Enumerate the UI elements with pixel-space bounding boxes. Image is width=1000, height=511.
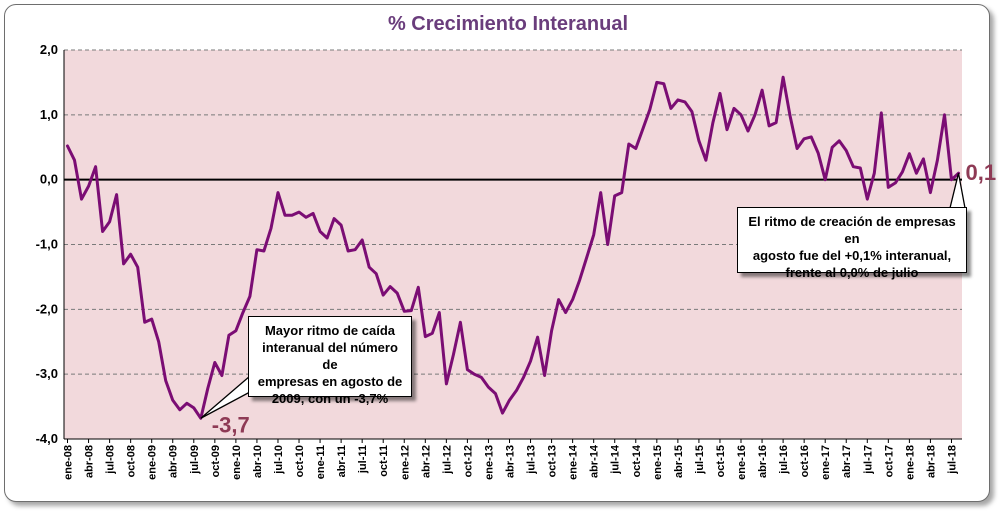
- x-tick-label: oct-11: [378, 445, 390, 477]
- x-tick-label: abr-12: [420, 445, 432, 478]
- x-tick-label: oct-10: [294, 445, 306, 477]
- x-tick-label: ene-14: [568, 444, 580, 480]
- x-tick-label: oct-17: [883, 445, 895, 477]
- callout-latest-growth: El ritmo de creación de empresas en agos…: [737, 207, 967, 280]
- x-tick-label: ene-15: [652, 445, 664, 480]
- x-tick-label: oct-16: [799, 445, 811, 477]
- x-tick-label: abr-10: [252, 445, 264, 478]
- y-tick-label: 0,0: [40, 172, 58, 187]
- data-label-last: 0,1: [965, 160, 996, 185]
- x-tick-label: abr-14: [589, 444, 601, 478]
- data-labels: -3,7 0,1: [212, 160, 996, 437]
- x-tick-label: ene-09: [147, 445, 159, 480]
- x-tick-label: abr-11: [336, 445, 348, 477]
- y-tick-label: -1,0: [36, 237, 58, 252]
- x-tick-label: oct-08: [126, 445, 138, 477]
- x-tick-label: jul-16: [778, 445, 790, 475]
- x-tick-label: ene-08: [63, 445, 75, 480]
- x-tick-label: abr-08: [84, 445, 96, 478]
- x-tick-label: abr-09: [168, 445, 180, 478]
- x-tick-label: jul-10: [273, 445, 285, 475]
- data-label-min: -3,7: [212, 412, 250, 437]
- grid-lines: [63, 49, 962, 440]
- y-tick-label: -2,0: [36, 301, 58, 316]
- x-tick-label: ene-18: [904, 445, 916, 480]
- x-tick-label: jul-12: [441, 445, 453, 475]
- x-tick-label: jul-09: [189, 445, 201, 475]
- callout-min-growth: Mayor ritmo de caída interanual del núme…: [248, 316, 412, 406]
- x-tick-label: jul-14: [610, 444, 622, 475]
- x-tick-label: abr-18: [925, 445, 937, 478]
- x-tick-label: oct-13: [547, 445, 559, 477]
- series-line: [66, 75, 960, 420]
- x-tick-label: ene-17: [820, 445, 832, 480]
- x-tick-label: ene-11: [315, 445, 327, 479]
- y-axis: 2,0 1,0 0,0 -1,0 -2,0 -3,0 -4,0: [36, 42, 58, 446]
- x-tick-label: jul-11: [357, 445, 369, 474]
- series-line-path: [66, 75, 960, 420]
- y-tick-label: -3,0: [36, 366, 58, 381]
- y-tick-label: -4,0: [36, 431, 58, 446]
- x-tick-label: abr-16: [757, 445, 769, 478]
- x-tick-label: oct-15: [715, 445, 727, 477]
- x-axis: ene-08 abr-08 jul-08 oct-08 ene-09 abr-09 jul-…: [63, 439, 958, 480]
- x-tick-label: ene-12: [399, 445, 411, 480]
- x-tick-label: abr-17: [841, 445, 853, 478]
- x-tick-label: ene-13: [483, 445, 495, 480]
- x-tick-label: ene-10: [231, 445, 243, 480]
- x-tick-label: jul-17: [862, 445, 874, 475]
- x-tick-label: oct-09: [210, 445, 222, 477]
- x-tick-label: jul-18: [946, 445, 958, 475]
- x-tick-label: oct-12: [462, 445, 474, 477]
- x-tick-label: jul-08: [105, 445, 117, 475]
- x-tick-label: abr-15: [673, 445, 685, 478]
- y-tick-label: 1,0: [40, 107, 58, 122]
- x-tick-label: ene-16: [736, 445, 748, 480]
- x-tick-label: jul-15: [694, 445, 706, 475]
- x-tick-label: abr-13: [504, 445, 516, 478]
- x-tick-label: oct-14: [631, 444, 643, 477]
- y-tick-label: 2,0: [40, 42, 58, 57]
- chart-title: % Crecimiento Interanual: [388, 13, 628, 35]
- x-tick-label: jul-13: [526, 445, 538, 475]
